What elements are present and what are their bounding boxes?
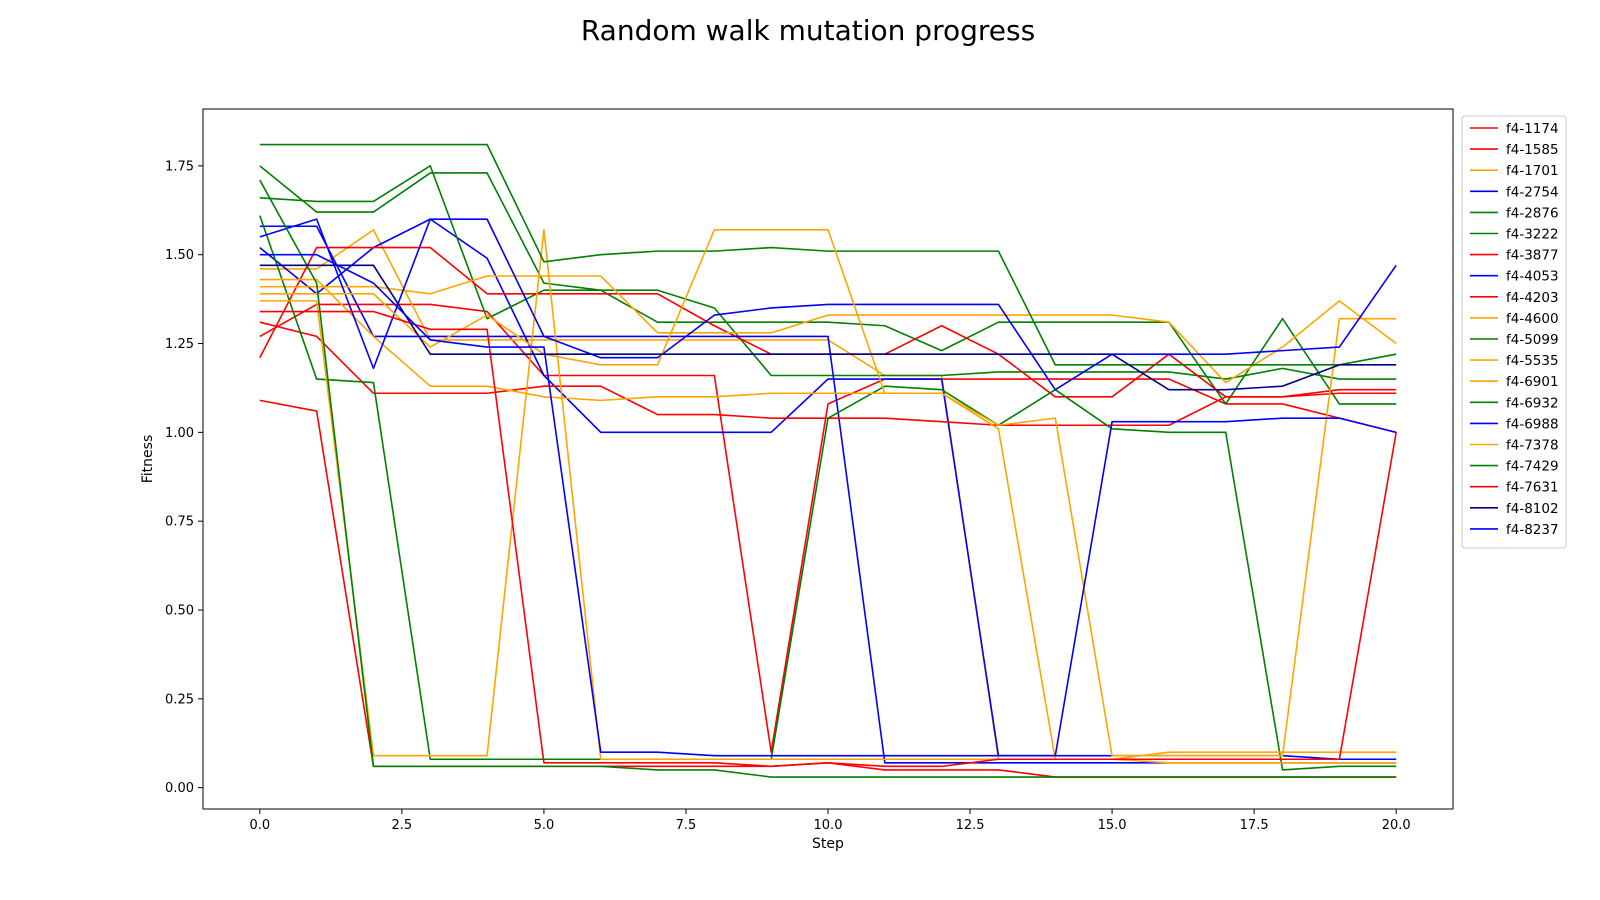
legend-label-f4-6932: f4-6932: [1506, 395, 1559, 411]
y-axis: 0.00 0.25 0.50 0.75 1.00 1.25 1.50 1.75: [165, 159, 203, 796]
plot-area: [259, 143, 1397, 778]
x-tick-label: 15.0: [1098, 818, 1127, 833]
y-tick-label: 1.25: [165, 337, 194, 352]
series-line-f4-7378: [259, 229, 1397, 764]
x-tick-label: 12.5: [956, 818, 985, 833]
y-tick-label: 0.25: [165, 692, 194, 707]
legend-label-f4-8237: f4-8237: [1506, 522, 1559, 538]
legend-label-f4-5535: f4-5535: [1506, 353, 1559, 369]
y-axis-label: Fitness: [140, 435, 156, 484]
y-tick-label: 0.75: [165, 515, 194, 530]
legend-label-f4-5099: f4-5099: [1506, 332, 1559, 348]
series-line-f4-4053: [259, 225, 1397, 764]
legend-label-f4-1174: f4-1174: [1506, 121, 1559, 137]
x-tick-label: 7.5: [676, 818, 697, 833]
y-tick-label: 1.50: [165, 248, 194, 263]
series-line-f4-7429: [259, 179, 1397, 778]
series-line-f4-3222: [259, 165, 1397, 405]
legend-label-f4-2876: f4-2876: [1506, 205, 1559, 221]
series-line-f4-6901: [259, 278, 1397, 757]
x-tick-label: 2.5: [392, 818, 413, 833]
x-axis: 0.0 2.5 5.0 7.5 10.0 12.5 15.0 17.5 20.0: [249, 809, 1411, 833]
legend-label-f4-4600: f4-4600: [1506, 311, 1559, 327]
series-line-f4-5535: [259, 229, 1397, 761]
series-line-f4-1585: [259, 399, 1397, 778]
x-axis-label: Step: [812, 836, 844, 852]
y-tick-label: 1.00: [165, 426, 194, 441]
legend-label-f4-7631: f4-7631: [1506, 480, 1559, 496]
series-line-f4-1701: [259, 229, 1397, 761]
legend-label-f4-3222: f4-3222: [1506, 227, 1559, 243]
chart-title: Random walk mutation progress: [581, 14, 1035, 47]
legend-label-f4-4203: f4-4203: [1506, 290, 1559, 306]
legend-label-f4-3877: f4-3877: [1506, 248, 1559, 264]
legend-label-f4-7429: f4-7429: [1506, 459, 1559, 475]
legend-label-f4-7378: f4-7378: [1506, 438, 1559, 454]
series-line-f4-2754: [259, 218, 1397, 761]
y-tick-label: 0.00: [165, 781, 194, 796]
x-tick-label: 0.0: [249, 818, 270, 833]
legend-label-f4-4053: f4-4053: [1506, 269, 1559, 285]
x-tick-label: 17.5: [1240, 818, 1269, 833]
legend-label-f4-1701: f4-1701: [1506, 163, 1559, 179]
series-line-f4-8237: [259, 253, 1397, 757]
series-line-f4-6932: [259, 143, 1397, 366]
legend-label-f4-6901: f4-6901: [1506, 374, 1559, 390]
y-tick-label: 0.50: [165, 604, 194, 619]
plot-frame: [202, 108, 1454, 810]
legend-label-f4-2754: f4-2754: [1506, 184, 1559, 200]
x-tick-label: 20.0: [1382, 818, 1411, 833]
legend-box: [1461, 115, 1567, 549]
x-tick-label: 10.0: [814, 818, 843, 833]
legend-label-f4-1585: f4-1585: [1506, 142, 1559, 158]
y-tick-label: 1.75: [165, 159, 194, 174]
series-line-f4-1174: [259, 303, 1397, 753]
series-line-f4-6988: [259, 218, 1397, 391]
legend: f4-1174 f4-1585 f4-1701 f4-2754 f4-2876 f4-32…: [1461, 115, 1567, 549]
series-line-f4-5099: [259, 215, 1397, 771]
series-line-f4-8102: [259, 264, 1397, 391]
x-tick-label: 5.0: [534, 818, 555, 833]
legend-label-f4-6988: f4-6988: [1506, 416, 1559, 432]
legend-label-f4-8102: f4-8102: [1506, 501, 1559, 517]
series-line-f4-4600: [259, 275, 1397, 384]
series-line-f4-7631: [259, 310, 1397, 768]
